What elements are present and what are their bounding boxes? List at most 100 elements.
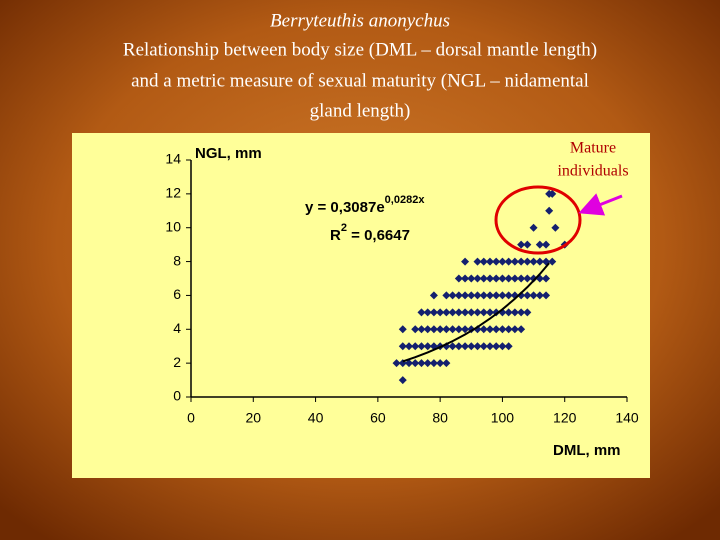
point: [504, 257, 513, 266]
point: [479, 308, 488, 317]
point: [448, 342, 457, 351]
point: [492, 342, 501, 351]
point: [448, 291, 457, 300]
point: [504, 308, 513, 317]
point: [510, 274, 519, 283]
x-tick-label: 60: [370, 410, 386, 426]
point: [429, 325, 438, 334]
point: [398, 325, 407, 334]
y-tick-label: 2: [173, 354, 181, 370]
point: [498, 257, 507, 266]
point: [542, 291, 551, 300]
point: [492, 257, 501, 266]
point: [473, 274, 482, 283]
point: [473, 257, 482, 266]
point: [479, 257, 488, 266]
point: [429, 359, 438, 368]
y-tick-label: 12: [165, 185, 181, 201]
point: [454, 308, 463, 317]
x-tick-label: 140: [615, 410, 639, 426]
point: [479, 325, 488, 334]
point: [529, 257, 538, 266]
point: [498, 274, 507, 283]
point: [454, 291, 463, 300]
point: [467, 291, 476, 300]
point: [448, 325, 457, 334]
point: [548, 257, 557, 266]
point: [398, 376, 407, 385]
point: [504, 274, 513, 283]
point: [485, 342, 494, 351]
point: [517, 291, 526, 300]
point: [461, 342, 470, 351]
point: [454, 325, 463, 334]
y-tick-label: 14: [165, 151, 181, 167]
point: [405, 342, 413, 351]
point: [411, 325, 420, 334]
point: [405, 359, 413, 368]
y-tick-label: 0: [173, 388, 181, 404]
point: [523, 240, 532, 249]
x-tick-label: 20: [245, 410, 261, 426]
point: [417, 359, 426, 368]
r-squared: R2 = 0,6647: [330, 222, 410, 244]
point: [417, 342, 426, 351]
point: [448, 308, 457, 317]
point: [467, 308, 476, 317]
point: [442, 308, 451, 317]
point: [423, 325, 432, 334]
point: [423, 308, 432, 317]
point: [517, 257, 526, 266]
point: [492, 325, 501, 334]
x-tick-label: 80: [432, 410, 448, 426]
callout-arrow: [578, 193, 623, 216]
point: [485, 325, 494, 334]
point: [504, 291, 513, 300]
point: [492, 291, 501, 300]
point: [545, 206, 554, 215]
point: [411, 342, 420, 351]
point: [535, 291, 544, 300]
point: [392, 359, 401, 368]
r-squared-value: = 0,6647: [347, 227, 410, 244]
point: [485, 308, 494, 317]
point: [529, 291, 538, 300]
point: [479, 274, 488, 283]
point: [492, 274, 501, 283]
point: [461, 257, 470, 266]
point: [485, 291, 494, 300]
x-tick-label: 100: [491, 410, 515, 426]
point: [517, 240, 526, 249]
point: [423, 359, 432, 368]
r-squared-exponent: 2: [341, 222, 347, 234]
y-tick-label: 6: [173, 286, 181, 302]
point: [542, 274, 551, 283]
title-line: gland length): [310, 100, 411, 121]
point: [429, 308, 438, 317]
point: [479, 342, 488, 351]
r-squared-base: R: [330, 227, 341, 244]
point: [442, 325, 451, 334]
point: [542, 240, 551, 249]
point: [442, 291, 451, 300]
x-tick-label: 0: [187, 410, 195, 426]
title-line: Relationship between body size (DML – do…: [123, 39, 597, 60]
point: [429, 291, 438, 300]
point: [517, 325, 526, 334]
callout-text: Mature: [570, 140, 616, 157]
point: [454, 342, 463, 351]
point: [479, 291, 488, 300]
chart-panel: [72, 133, 650, 478]
y-axis-label: NGL, mm: [195, 145, 262, 162]
point: [461, 325, 470, 334]
point: [517, 274, 526, 283]
point: [517, 308, 526, 317]
point: [442, 359, 451, 368]
point: [535, 240, 544, 249]
point: [461, 308, 470, 317]
point: [485, 257, 494, 266]
point: [535, 257, 544, 266]
x-axis-label: DML, mm: [553, 442, 621, 459]
